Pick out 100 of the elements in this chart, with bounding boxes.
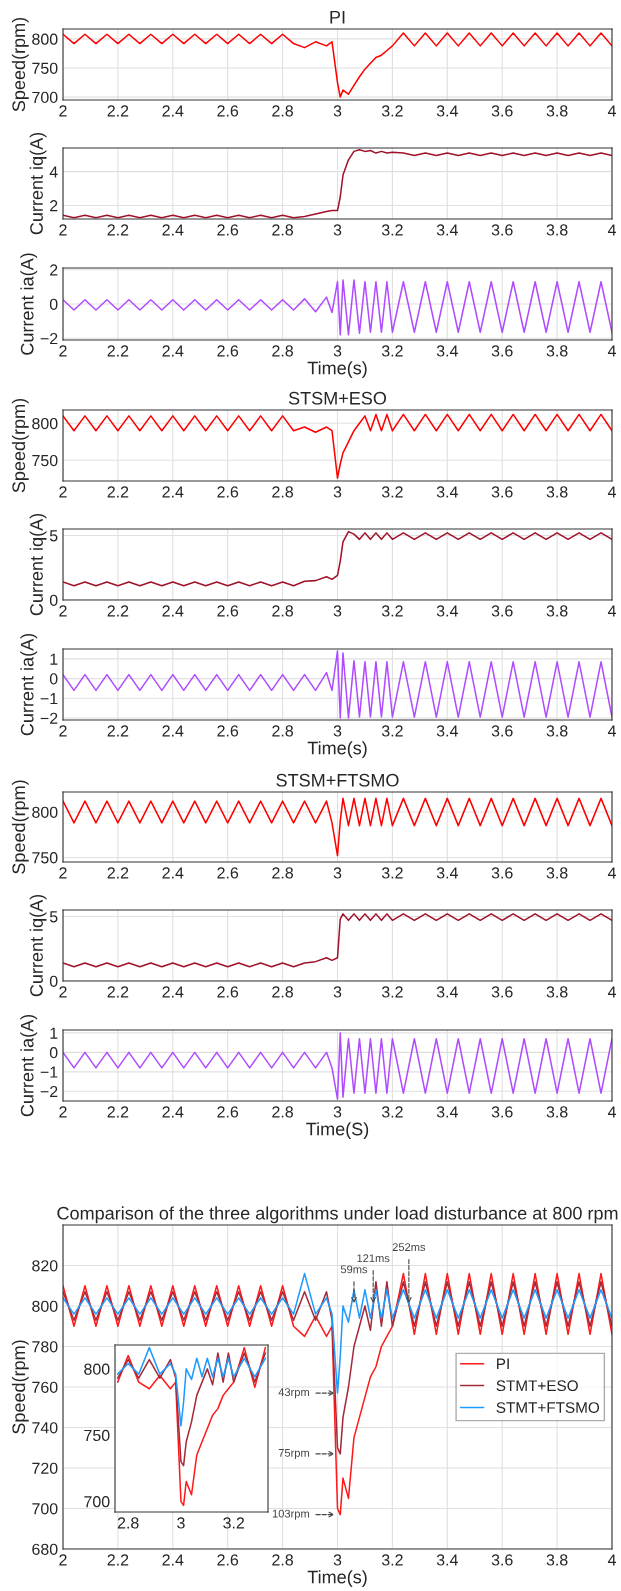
x-tick-label: 2.8 xyxy=(272,224,294,236)
legend-label: PI xyxy=(497,1358,509,1370)
y-tick-label: 780 xyxy=(32,1341,58,1353)
y-tick-label: 720 xyxy=(32,1462,58,1474)
chart-title: STSM+FTSMO xyxy=(276,773,399,787)
y-axis-title: Current ia(A) xyxy=(20,1014,38,1117)
x-tick-label: 2.6 xyxy=(217,605,239,617)
x-tick-label: 2 xyxy=(59,1106,67,1118)
x-tick-label: 2.8 xyxy=(272,725,294,737)
y-tick-label: 680 xyxy=(32,1543,58,1555)
x-tick-label: 4 xyxy=(607,1106,616,1118)
x-tick-label: 4 xyxy=(607,725,616,737)
x-tick-label: 2 xyxy=(59,605,67,617)
x-tick-label: 2.8 xyxy=(272,867,294,879)
y-tick-label: 0 xyxy=(49,673,58,685)
x-tick-label: 2 xyxy=(59,105,67,117)
x-tick-label: 3.6 xyxy=(491,605,513,617)
x-tick-label: 2.2 xyxy=(107,105,129,117)
y-tick-label: 800 xyxy=(32,806,58,818)
x-tick-label: 3.8 xyxy=(546,986,568,998)
x-tick-label: 2 xyxy=(59,1554,67,1566)
x-tick-label: 4 xyxy=(607,1554,616,1566)
x-tick-label: 3.4 xyxy=(436,345,458,357)
y-tick-label: 800 xyxy=(32,1300,58,1312)
x-tick-label: 2.4 xyxy=(162,605,184,617)
x-tick-label: 3.6 xyxy=(491,867,513,879)
y-tick-label: 0 xyxy=(49,975,58,987)
x-tick-label: 3.2 xyxy=(381,725,403,737)
y-tick-label: 2 xyxy=(50,200,58,212)
x-tick-label: 3 xyxy=(333,1106,342,1118)
y-axis-title: Current iq(A) xyxy=(29,132,47,235)
line-series xyxy=(63,148,612,219)
y-tick-label: 2 xyxy=(50,264,58,276)
x-tick-label: 2.4 xyxy=(162,986,184,998)
annotation: 59ms xyxy=(340,1265,368,1274)
y-tick-label: 750 xyxy=(84,1429,110,1442)
x-tick-label: 3.2 xyxy=(381,224,403,236)
line-series xyxy=(63,413,612,479)
y-tick-label: 800 xyxy=(32,33,58,45)
x-tick-label: 3 xyxy=(333,105,342,117)
x-tick-label: 2.4 xyxy=(162,224,184,236)
x-tick-label: 2.2 xyxy=(107,986,129,998)
x-tick-label: 2.8 xyxy=(272,486,294,498)
y-tick-label: 0 xyxy=(49,594,58,606)
x-tick-label: 3 xyxy=(333,725,342,737)
y-tick-label: −2 xyxy=(40,712,58,724)
y-tick-label: 5 xyxy=(49,530,58,542)
x-tick-label: 2.6 xyxy=(217,725,239,737)
x-tick-label: 3.6 xyxy=(491,1554,513,1566)
line-series xyxy=(63,797,612,857)
x-tick-label: 2.6 xyxy=(217,105,239,117)
x-tick-label: 2.2 xyxy=(107,224,129,236)
x-tick-label: 2 xyxy=(59,486,67,498)
x-tick-label: 2.4 xyxy=(162,867,184,879)
x-tick-label: 2 xyxy=(59,986,67,998)
y-axis-title: Current ia(A) xyxy=(20,253,38,355)
x-tick-label: 3.4 xyxy=(436,986,458,998)
y-tick-label: −1 xyxy=(40,693,58,705)
y-tick-label: 5 xyxy=(49,911,58,923)
y-tick-label: 740 xyxy=(32,1422,58,1434)
y-tick-label: −1 xyxy=(40,1066,58,1078)
x-tick-label: 3.8 xyxy=(546,224,568,236)
x-tick-label: 3.2 xyxy=(223,1517,245,1529)
x-tick-label: 3 xyxy=(333,224,342,236)
x-tick-label: 2.4 xyxy=(162,486,184,498)
x-tick-label: 2.4 xyxy=(162,345,184,357)
y-tick-label: −2 xyxy=(40,1085,58,1098)
x-tick-label: 2.6 xyxy=(217,345,239,357)
x-tick-label: 2 xyxy=(59,345,67,357)
y-axis-title: Current ia(A) xyxy=(20,633,38,736)
y-axis-title: Speed(rpm) xyxy=(11,780,29,874)
x-tick-label: 4 xyxy=(607,867,616,879)
x-tick-label: 3.2 xyxy=(381,345,403,357)
x-tick-label: 3.2 xyxy=(381,867,403,879)
x-tick-label: 2.6 xyxy=(217,867,239,879)
x-tick-label: 3 xyxy=(333,486,342,498)
x-tick-label: 2 xyxy=(59,867,67,879)
legend-label: STMT+FTSMO xyxy=(496,1402,600,1413)
y-tick-label: 750 xyxy=(32,62,58,74)
x-tick-label: 3 xyxy=(333,1554,342,1566)
line-series xyxy=(63,913,612,968)
chart-title: PI xyxy=(330,11,345,24)
x-tick-label: 2.6 xyxy=(217,986,239,998)
y-axis-title: Speed(rpm) xyxy=(11,1340,29,1434)
x-tick-label: 3.8 xyxy=(546,867,568,879)
x-tick-label: 3.6 xyxy=(491,1106,513,1118)
x-tick-label: 3.4 xyxy=(436,725,458,737)
x-tick-label: 3.4 xyxy=(436,1106,458,1118)
x-tick-label: 2.8 xyxy=(272,1554,294,1566)
x-tick-label: 4 xyxy=(607,105,616,117)
y-axis-title: Speed(rpm) xyxy=(11,398,29,493)
line-series xyxy=(63,650,612,719)
x-tick-label: 2.2 xyxy=(107,1106,129,1118)
x-tick-label: 2.2 xyxy=(107,1554,129,1566)
x-tick-label: 3 xyxy=(333,605,342,617)
x-tick-label: 3.2 xyxy=(381,486,403,498)
x-tick-label: 3 xyxy=(333,867,342,879)
x-tick-label: 3.8 xyxy=(546,486,568,498)
annotation: 75rpm xyxy=(278,1449,309,1459)
x-tick-label: 2.2 xyxy=(107,345,129,357)
